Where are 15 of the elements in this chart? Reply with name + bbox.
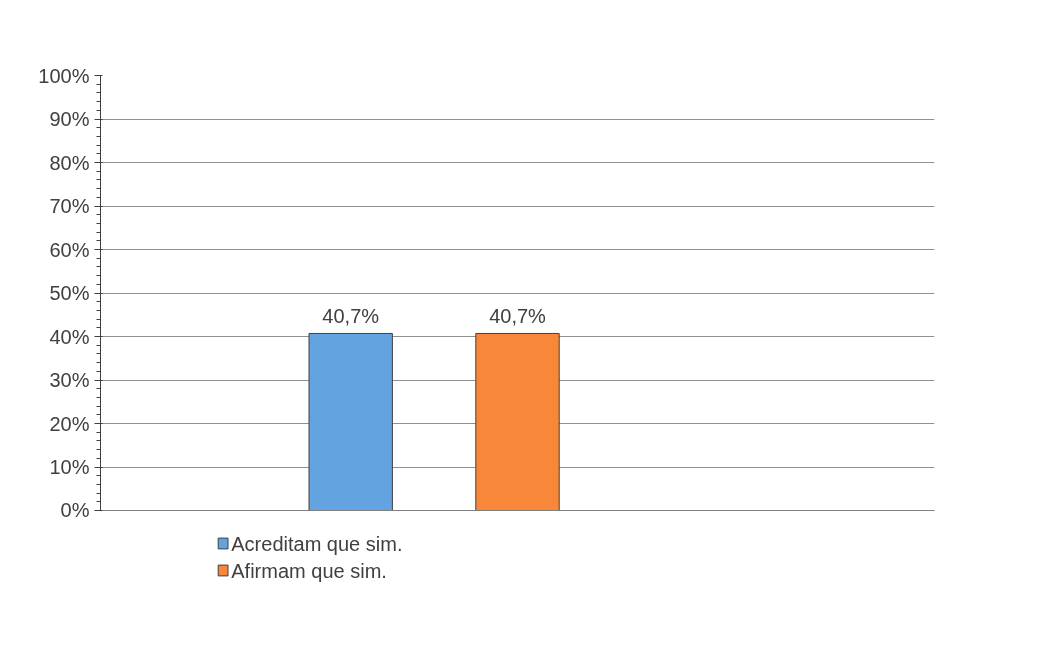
y-tick-label: 90%: [49, 108, 90, 130]
legend-label: Acreditam que sim.: [231, 532, 403, 555]
legend-label: Afirmam que sim.: [231, 559, 387, 582]
y-tick-label: 10%: [49, 456, 90, 478]
y-tick-label: 100%: [38, 64, 90, 87]
y-tick-label: 40%: [49, 325, 90, 348]
y-tick-label: 30%: [49, 369, 90, 391]
y-tick-label: 60%: [49, 238, 90, 261]
y-tick-label: 70%: [49, 195, 90, 217]
y-tick-label: 80%: [49, 151, 90, 174]
data-label: 40,7%: [489, 305, 547, 328]
y-tick-label: 50%: [49, 282, 90, 304]
y-tick-label: 20%: [49, 412, 90, 435]
data-label: 40,7%: [322, 305, 380, 328]
y-tick-label: 0%: [60, 498, 90, 521]
